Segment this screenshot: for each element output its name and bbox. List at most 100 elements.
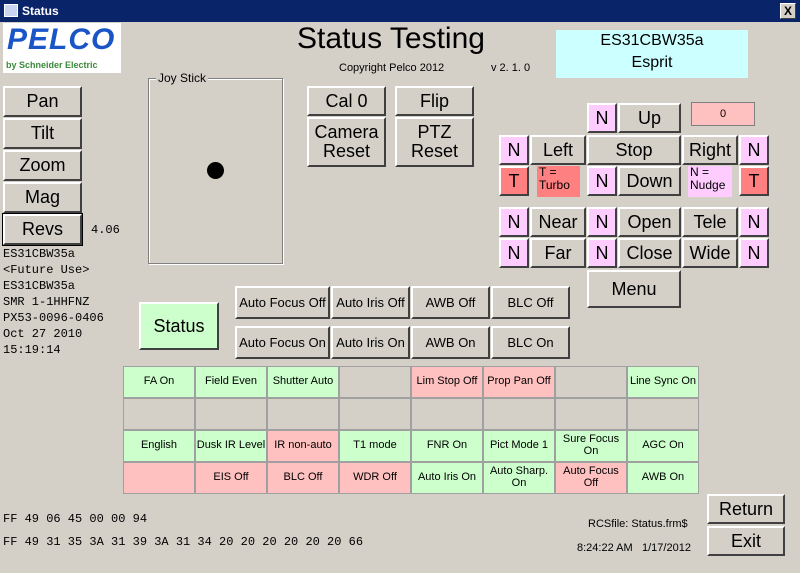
status-cell bbox=[555, 366, 627, 398]
app-icon bbox=[4, 4, 18, 17]
info-line: SMR 1-1HHFNZ bbox=[3, 295, 90, 309]
status-cell bbox=[627, 398, 699, 430]
info-line: PX53-0096-0406 bbox=[3, 311, 104, 325]
flip-button[interactable]: Flip bbox=[395, 86, 474, 116]
status-cell: AGC On bbox=[627, 430, 699, 462]
tele-button[interactable]: Tele bbox=[682, 207, 738, 237]
status-cell bbox=[555, 398, 627, 430]
tilt-button[interactable]: Tilt bbox=[3, 118, 82, 149]
status-cell: Auto Sharp. On bbox=[483, 462, 555, 494]
camera-reset-line2: Reset bbox=[322, 141, 371, 161]
status-cell: Line Sync On bbox=[627, 366, 699, 398]
status-cell bbox=[483, 398, 555, 430]
device-id: ES31CBW35a bbox=[600, 32, 704, 49]
awb-on-button[interactable]: AWB On bbox=[411, 326, 490, 359]
camera-reset-line1: Camera bbox=[314, 122, 379, 143]
time-label: 8:24:22 AM bbox=[577, 542, 633, 554]
device-name: Esprit bbox=[631, 54, 673, 71]
awb-off-button[interactable]: AWB Off bbox=[411, 286, 490, 319]
blc-off-button[interactable]: BLC Off bbox=[491, 286, 570, 319]
stop-button[interactable]: Stop bbox=[587, 135, 681, 165]
status-cell bbox=[267, 398, 339, 430]
auto-iris-on-button[interactable]: Auto Iris On bbox=[331, 326, 410, 359]
nudge-close-button[interactable]: N bbox=[587, 238, 617, 268]
status-cell bbox=[123, 462, 195, 494]
page-title: Status Testing bbox=[297, 22, 485, 55]
down-button[interactable]: Down bbox=[618, 166, 681, 196]
version-label: v 2. 1. 0 bbox=[491, 62, 531, 74]
far-button[interactable]: Far bbox=[530, 238, 586, 268]
status-cell: Pict Mode 1 bbox=[483, 430, 555, 462]
blc-on-button[interactable]: BLC On bbox=[491, 326, 570, 359]
right-button[interactable]: Right bbox=[682, 135, 738, 165]
status-button[interactable]: Status bbox=[139, 302, 219, 350]
nudge-far-button[interactable]: N bbox=[499, 238, 529, 268]
nudge-open-button[interactable]: N bbox=[587, 207, 617, 237]
status-cell: Auto Iris On bbox=[411, 462, 483, 494]
close-icon[interactable]: X bbox=[780, 3, 796, 19]
joystick-area[interactable] bbox=[148, 78, 283, 264]
status-cell: Prop Pan Off bbox=[483, 366, 555, 398]
status-cell bbox=[339, 398, 411, 430]
status-cell: T1 mode bbox=[339, 430, 411, 462]
window-title: Status bbox=[22, 4, 59, 18]
nudge-near-button[interactable]: N bbox=[499, 207, 529, 237]
open-button[interactable]: Open bbox=[618, 207, 681, 237]
date-label: 1/17/2012 bbox=[642, 542, 691, 554]
copyright-label: Copyright Pelco 2012 bbox=[339, 62, 445, 74]
wide-button[interactable]: Wide bbox=[682, 238, 738, 268]
hex-response-line: FF 49 31 35 3A 31 39 3A 31 34 20 20 20 2… bbox=[3, 535, 364, 549]
camera-reset-button[interactable]: Camera Reset bbox=[307, 117, 386, 167]
pelco-logo: PELCO by Schneider Electric bbox=[3, 23, 121, 73]
left-button[interactable]: Left bbox=[530, 135, 586, 165]
status-cell: FA On bbox=[123, 366, 195, 398]
turbo-legend-line2: Turbo bbox=[539, 178, 570, 193]
status-cell: English bbox=[123, 430, 195, 462]
status-cell: FNR On bbox=[411, 430, 483, 462]
status-cell: WDR Off bbox=[339, 462, 411, 494]
status-cell: Field Even bbox=[195, 366, 267, 398]
return-button[interactable]: Return bbox=[707, 494, 785, 524]
status-cell: BLC Off bbox=[267, 462, 339, 494]
nudge-wide-button[interactable]: N bbox=[739, 238, 769, 268]
status-cell bbox=[411, 398, 483, 430]
auto-focus-off-button[interactable]: Auto Focus Off bbox=[235, 286, 330, 319]
nudge-down-button[interactable]: N bbox=[587, 166, 617, 196]
nudge-tele-button[interactable]: N bbox=[739, 207, 769, 237]
menu-button[interactable]: Menu bbox=[587, 270, 681, 308]
turbo-left-button[interactable]: T bbox=[499, 166, 529, 196]
turbo-legend-line1: T = bbox=[539, 165, 557, 179]
turbo-right-button[interactable]: T bbox=[739, 166, 769, 196]
pan-button[interactable]: Pan bbox=[3, 86, 82, 117]
ptz-reset-button[interactable]: PTZ Reset bbox=[395, 117, 474, 167]
exit-button[interactable]: Exit bbox=[707, 526, 785, 556]
joystick-label: Joy Stick bbox=[156, 71, 209, 85]
auto-focus-on-button[interactable]: Auto Focus On bbox=[235, 326, 330, 359]
status-cell: Auto Focus Off bbox=[555, 462, 627, 494]
revs-button[interactable]: Revs bbox=[2, 213, 83, 246]
revs-value: 4.06 bbox=[91, 223, 120, 237]
nudge-up-button[interactable]: N bbox=[587, 103, 617, 133]
status-cell: Sure Focus On bbox=[555, 430, 627, 462]
near-button[interactable]: Near bbox=[530, 207, 586, 237]
status-cell bbox=[195, 398, 267, 430]
info-line: 15:19:14 bbox=[3, 343, 61, 357]
logo-brand: PELCO bbox=[7, 23, 116, 56]
close-iris-button[interactable]: Close bbox=[618, 238, 681, 268]
status-cell: AWB On bbox=[627, 462, 699, 494]
auto-iris-off-button[interactable]: Auto Iris Off bbox=[331, 286, 410, 319]
nudge-right-button[interactable]: N bbox=[739, 135, 769, 165]
cal-button[interactable]: Cal 0 bbox=[307, 86, 386, 116]
status-cell: Lim Stop Off bbox=[411, 366, 483, 398]
zoom-button[interactable]: Zoom bbox=[3, 150, 82, 181]
info-line: ES31CBW35a bbox=[3, 279, 76, 293]
up-button[interactable]: Up bbox=[618, 103, 681, 133]
mag-button[interactable]: Mag bbox=[3, 182, 82, 213]
nudge-left-button[interactable]: N bbox=[499, 135, 529, 165]
status-cell: Shutter Auto bbox=[267, 366, 339, 398]
hex-response-line: FF 49 06 45 00 00 94 bbox=[3, 512, 148, 526]
nudge-legend-line1: N = bbox=[690, 165, 710, 179]
status-cell: Dusk IR Level bbox=[195, 430, 267, 462]
joystick-handle[interactable] bbox=[207, 162, 224, 179]
status-cell: EIS Off bbox=[195, 462, 267, 494]
